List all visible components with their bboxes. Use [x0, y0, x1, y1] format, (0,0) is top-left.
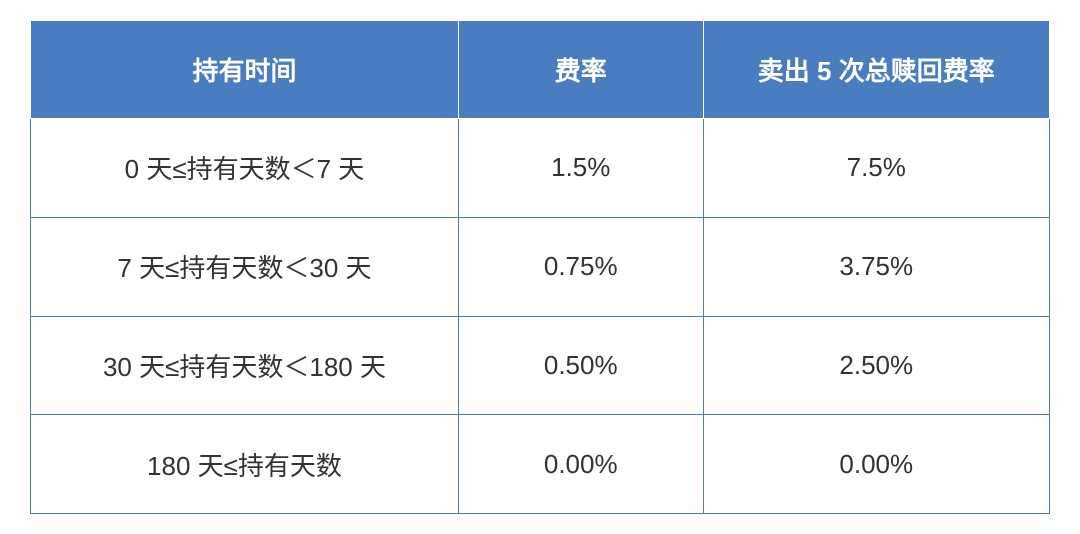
cell-rate: 0.50%	[458, 316, 703, 415]
table-row: 180 天≤持有天数 0.00% 0.00%	[31, 415, 1050, 514]
cell-holding-time: 180 天≤持有天数	[31, 415, 459, 514]
table-body: 0 天≤持有天数＜7 天 1.5% 7.5% 7 天≤持有天数＜30 天 0.7…	[31, 119, 1050, 514]
cell-holding-time: 7 天≤持有天数＜30 天	[31, 217, 459, 316]
cell-total-rate: 7.5%	[703, 119, 1049, 218]
table-header-row: 持有时间 费率 卖出 5 次总赎回费率	[31, 21, 1050, 119]
cell-holding-time: 0 天≤持有天数＜7 天	[31, 119, 459, 218]
cell-rate: 1.5%	[458, 119, 703, 218]
cell-total-rate: 0.00%	[703, 415, 1049, 514]
header-holding-time: 持有时间	[31, 21, 459, 119]
cell-holding-time: 30 天≤持有天数＜180 天	[31, 316, 459, 415]
table-row: 7 天≤持有天数＜30 天 0.75% 3.75%	[31, 217, 1050, 316]
header-total-rate: 卖出 5 次总赎回费率	[703, 21, 1049, 119]
table-row: 30 天≤持有天数＜180 天 0.50% 2.50%	[31, 316, 1050, 415]
header-rate: 费率	[458, 21, 703, 119]
table-row: 0 天≤持有天数＜7 天 1.5% 7.5%	[31, 119, 1050, 218]
cell-rate: 0.00%	[458, 415, 703, 514]
cell-total-rate: 2.50%	[703, 316, 1049, 415]
table-header: 持有时间 费率 卖出 5 次总赎回费率	[31, 21, 1050, 119]
cell-total-rate: 3.75%	[703, 217, 1049, 316]
cell-rate: 0.75%	[458, 217, 703, 316]
fee-rate-table: 持有时间 费率 卖出 5 次总赎回费率 0 天≤持有天数＜7 天 1.5% 7.…	[30, 20, 1050, 514]
